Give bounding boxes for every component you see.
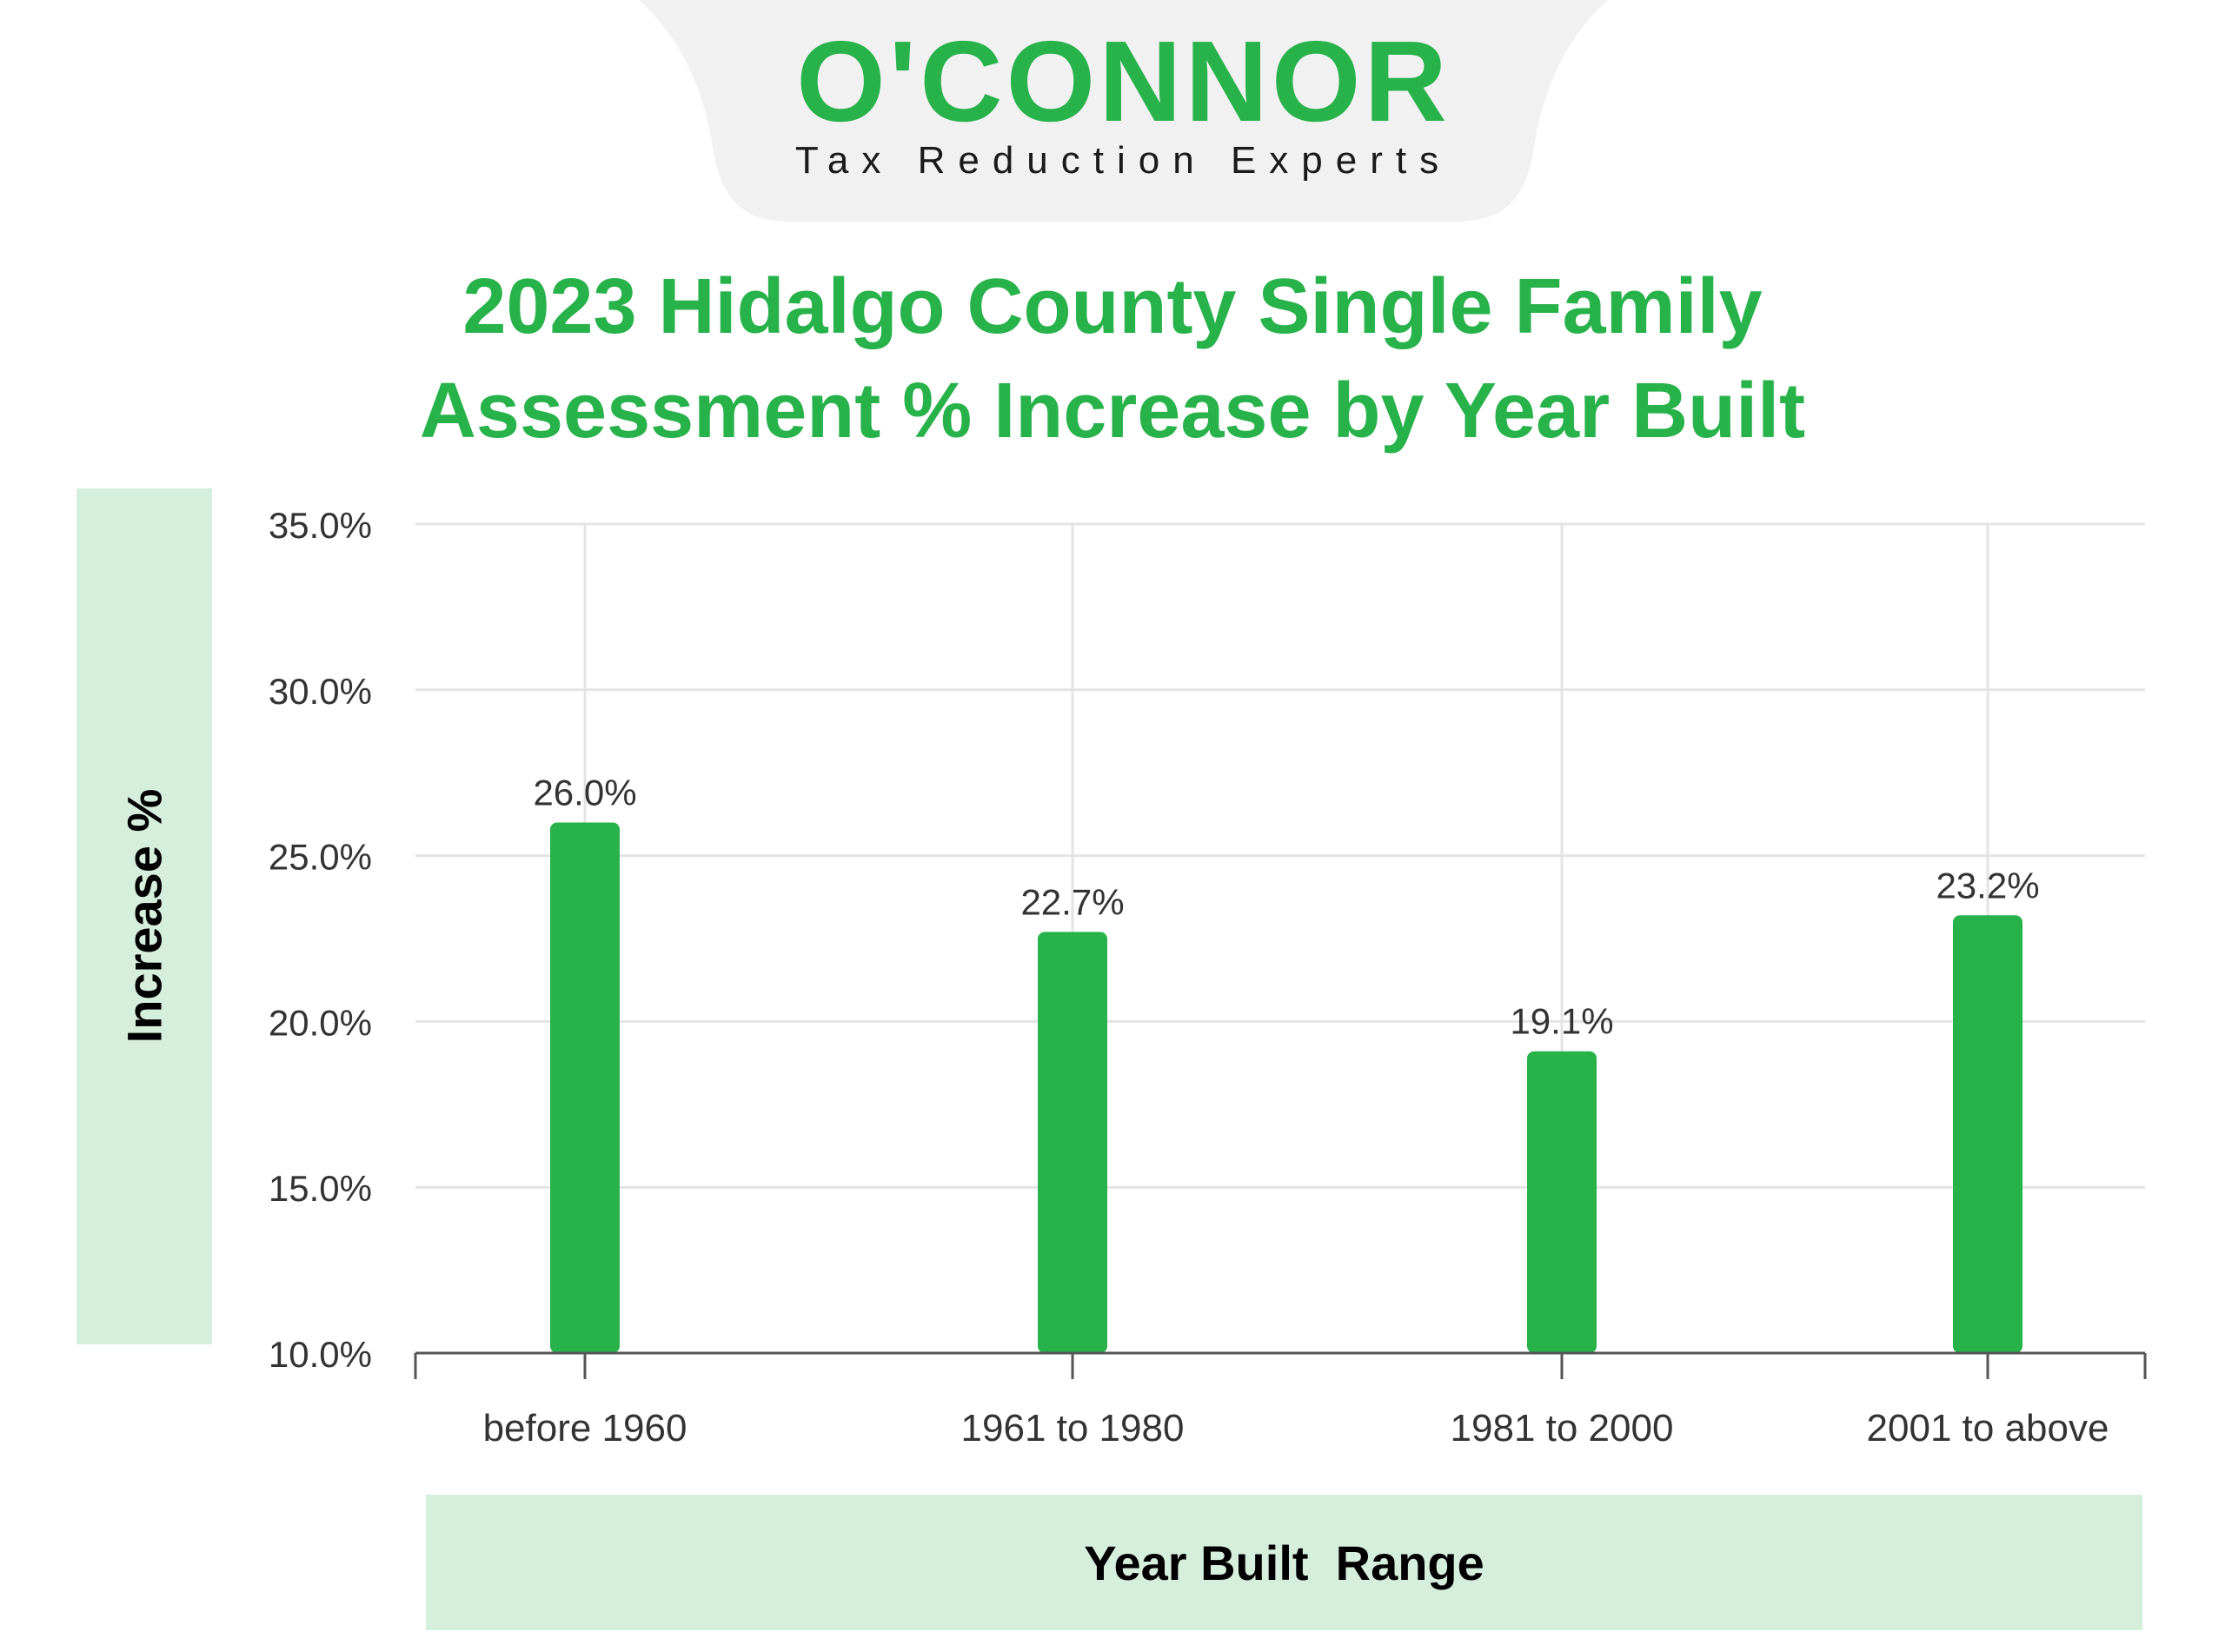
bar-data-label: 22.7%: [1020, 881, 1124, 922]
bar: [1953, 915, 2022, 1353]
y-tick-label: 30.0%: [269, 671, 372, 712]
chart-title-line-2: Assessment % Increase by Year Built: [419, 368, 1806, 454]
y-tick-label: 35.0%: [269, 505, 372, 546]
y-axis-label-panel: [76, 488, 212, 1344]
logo-banner: O'CONNOR Tax Reduction Experts: [639, 0, 1608, 222]
bar-data-label: 23.2%: [1936, 865, 2039, 906]
brand-logo: O'CONNOR: [796, 17, 1451, 145]
chart-title-line-1: 2023 Hidalgo County Single Family: [462, 263, 1763, 350]
bar: [1038, 932, 1107, 1353]
brand-tagline: Tax Reduction Experts: [794, 139, 1452, 182]
x-axis-label: Year Built Range: [1084, 1536, 1484, 1590]
x-category-label: 1981 to 2000: [1451, 1407, 1674, 1450]
x-axis-label-panel: [426, 1495, 2142, 1630]
x-category-label: before 1960: [483, 1407, 687, 1450]
x-category-label: 1961 to 1980: [961, 1407, 1185, 1450]
y-tick-label: 10.0%: [269, 1334, 372, 1375]
y-tick-label: 15.0%: [269, 1168, 372, 1209]
bar: [1527, 1051, 1597, 1353]
y-tick-label: 25.0%: [269, 837, 372, 878]
y-tick-label: 20.0%: [269, 1002, 372, 1043]
x-category-label: 2001 to above: [1867, 1407, 2109, 1450]
bar-data-label: 19.1%: [1510, 1001, 1613, 1042]
logo-tab-background: [639, 0, 1608, 222]
bar: [550, 822, 620, 1353]
bar-data-label: 26.0%: [533, 772, 636, 813]
